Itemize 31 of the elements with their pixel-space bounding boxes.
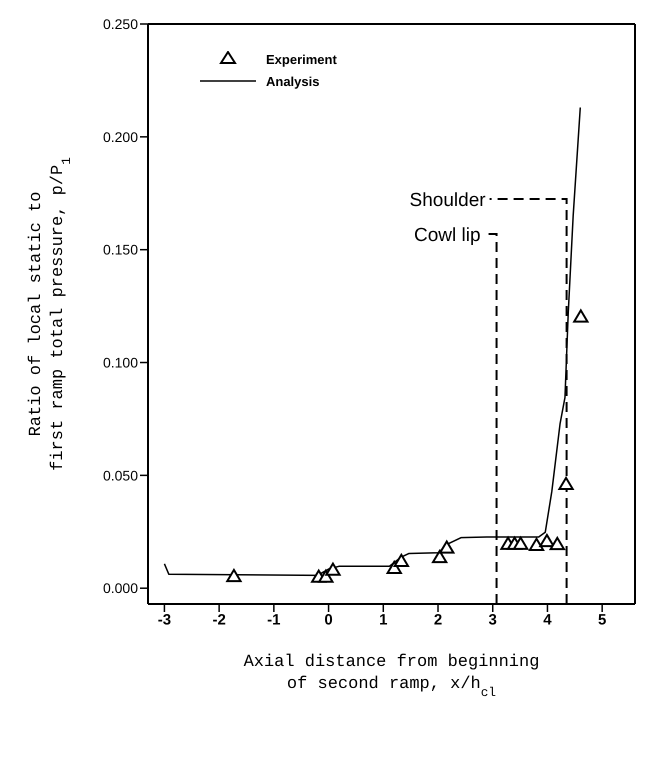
point: [550, 536, 565, 550]
y-tick-label: 0.200: [102, 128, 138, 145]
point: [394, 554, 409, 567]
x-tick-label: -3: [158, 612, 172, 629]
x-tick-label: 3: [488, 612, 497, 629]
y-tick-label: 0.100: [102, 354, 138, 370]
legend-label: Analysis: [266, 74, 320, 88]
x-axis-title: Axial distance from beginning of second ramp, x/h$_{cl}$: [244, 653, 540, 700]
x-tick-label: -2: [212, 612, 226, 629]
legend-label: Experiment: [266, 52, 337, 66]
point: [325, 562, 341, 576]
x-tick-label: 5: [598, 612, 606, 629]
x-tick-label: 0: [324, 612, 333, 629]
point: [512, 536, 528, 550]
point: [528, 538, 544, 551]
y-tick-label: 0.150: [102, 242, 138, 258]
x-tick-label: 2: [434, 612, 442, 629]
point: [226, 568, 242, 582]
x-tick-label: -1: [267, 612, 281, 629]
point: [558, 476, 574, 490]
y-tick-label: 0.000: [102, 580, 138, 596]
point: [573, 309, 588, 323]
point: [432, 550, 448, 564]
x-tick-label: 1: [379, 612, 388, 629]
y-tick-label: 0.050: [102, 467, 138, 484]
ref-line-label: Shoulder: [410, 190, 486, 211]
point: [539, 534, 555, 548]
ref-line-label: Cowl lip: [414, 225, 481, 246]
point: [439, 540, 454, 554]
y-tick-label: 0.250: [102, 16, 138, 32]
x-tick-label: 4: [543, 612, 552, 629]
